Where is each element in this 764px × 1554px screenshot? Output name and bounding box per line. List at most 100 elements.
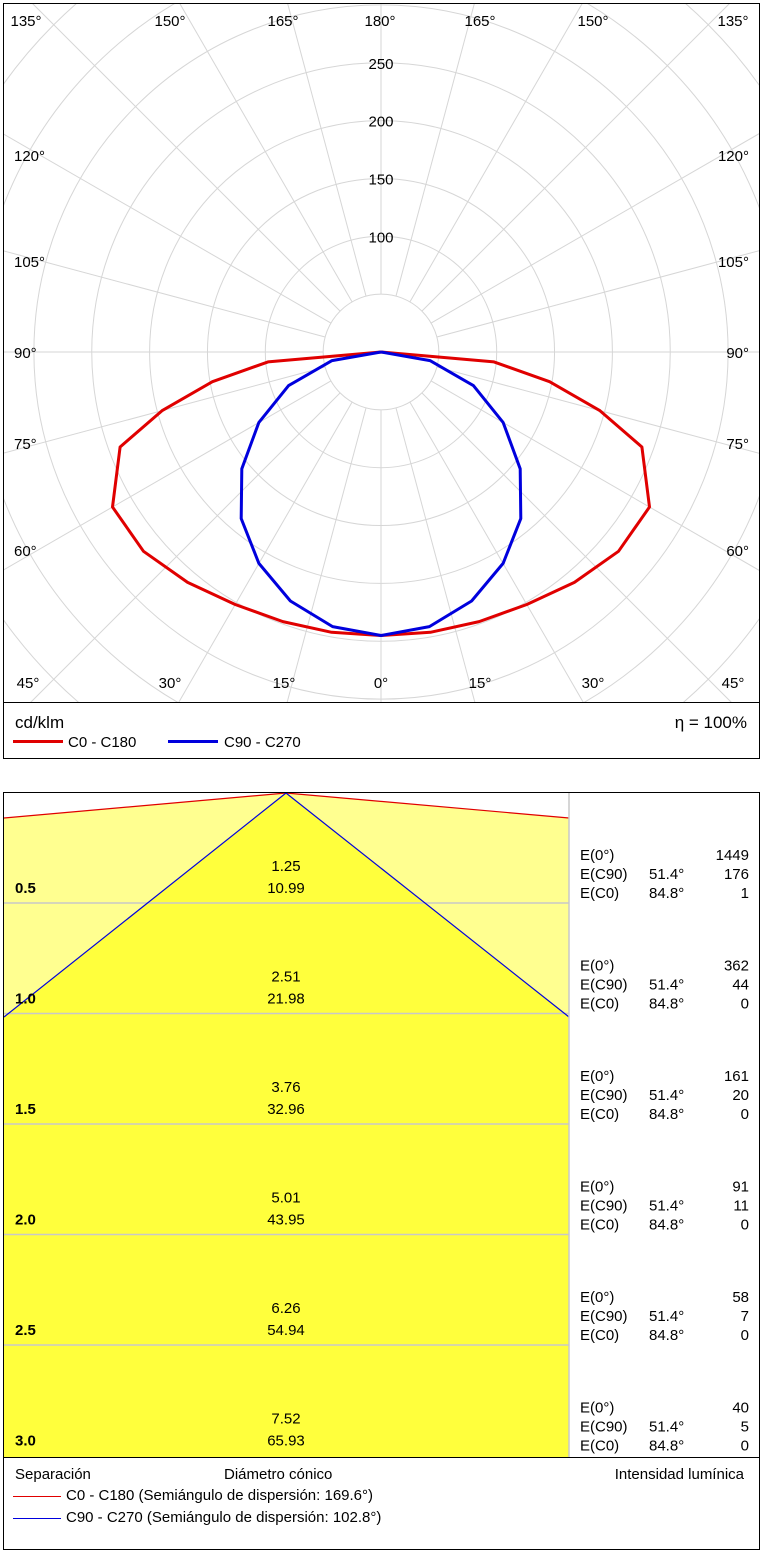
angle-label-left: 120° [14, 148, 45, 165]
angle-label-right: 120° [718, 148, 749, 165]
ec90-label: E(C90) [580, 1198, 628, 1215]
intensity-header: Intensidad lumínica [614, 1466, 744, 1483]
row-diameter-c90: 5.01 [271, 1190, 300, 1207]
ec0-angle: 84.8° [649, 1327, 684, 1344]
grid-spoke [4, 250, 326, 338]
e0-value: 362 [724, 958, 749, 975]
grid-spoke [430, 380, 759, 571]
ec0-value: 1 [741, 885, 749, 902]
ec90-label: E(C90) [580, 1419, 628, 1436]
e0-label: E(0°) [580, 1400, 614, 1417]
e0-label: E(0°) [580, 1289, 614, 1306]
angle-label-left: 60° [14, 543, 37, 560]
row-diameter-c90: 1.25 [271, 858, 300, 875]
blue-cone-edge-left [4, 793, 287, 1018]
angle-label-top: 165° [267, 13, 298, 30]
cone-diagram: 0.5 1.25 10.99 E(0°) 1449 E(C90) 51.4° 176 E(C0)… [4, 793, 759, 1457]
ec90-label: E(C90) [580, 866, 628, 883]
series-curve-c90-c270 [239, 350, 523, 637]
angle-label-left: 105° [14, 254, 45, 271]
ec0-angle: 84.8° [649, 1106, 684, 1123]
row-diameter-c0: 10.99 [267, 880, 305, 897]
grid-spoke [421, 4, 730, 312]
row-height-label: 0.5 [15, 880, 36, 897]
ec0-angle: 84.8° [649, 885, 684, 902]
ec0-angle: 84.8° [649, 996, 684, 1013]
ec0-label: E(C0) [580, 1106, 619, 1123]
legend-label-c90: C90 - C270 [224, 734, 301, 751]
angle-label-bottom: 30° [159, 675, 182, 692]
ec90-angle: 51.4° [649, 1198, 684, 1215]
narrow-cone-fill [4, 793, 569, 1457]
e0-value: 1449 [716, 847, 749, 864]
row-diameter-c0: 21.98 [267, 991, 305, 1008]
angle-label-left: 75° [14, 436, 37, 453]
grid-spoke [395, 4, 475, 297]
red-cone-edge-right [285, 793, 570, 819]
angle-label-bottom: 45° [722, 675, 745, 692]
row-diameter-c90: 2.51 [271, 969, 300, 986]
row-diameter-c0: 43.95 [267, 1212, 305, 1229]
grid-spoke [395, 407, 476, 702]
row-diameter-c90: 6.26 [271, 1300, 300, 1317]
ec90-value: 5 [741, 1419, 749, 1436]
row-diameter-c90: 3.76 [271, 1079, 300, 1096]
grid-spoke [32, 4, 341, 312]
grid-spoke [436, 366, 759, 454]
row-height-label: 1.5 [15, 1101, 36, 1118]
e0-label: E(0°) [580, 1179, 614, 1196]
radial-tick-label: 100 [368, 229, 393, 246]
polar-diagram-panel: 100 150 200 250 135° 150° 165° 180° 165° 150° 135°… [3, 3, 760, 759]
grid-spoke [178, 401, 353, 702]
row-height-label: 1.0 [15, 991, 36, 1008]
grid-spoke [4, 380, 332, 571]
grid-spoke [409, 4, 583, 303]
grid-spoke [4, 133, 332, 324]
angle-label-top: 165° [464, 13, 495, 30]
intensity-column [569, 793, 759, 1457]
angle-label-bottom: 15° [273, 675, 296, 692]
angle-label-bottom: 30° [582, 675, 605, 692]
ec90-angle: 51.4° [649, 866, 684, 883]
ec0-value: 0 [741, 1106, 749, 1123]
ec90-angle: 51.4° [649, 1419, 684, 1436]
angle-label-bottom: 0° [374, 675, 388, 692]
ec90-value: 44 [732, 977, 749, 994]
ec0-label: E(C0) [580, 1327, 619, 1344]
ec0-value: 0 [741, 1327, 749, 1344]
red-cone-edge-left [4, 793, 287, 819]
e0-value: 91 [732, 1179, 749, 1196]
row-diameter-c0: 32.96 [267, 1101, 305, 1118]
polar-legend: cd/klm η = 100% C0 - C180 C90 - C270 [4, 702, 759, 759]
ec0-value: 0 [741, 1438, 749, 1455]
efficiency-label: η = 100% [674, 713, 747, 732]
angle-label-right: 105° [718, 254, 749, 271]
ec0-label: E(C0) [580, 1217, 619, 1234]
legend-label-c0: C0 - C180 [68, 734, 137, 751]
row-diameter-c0: 65.93 [267, 1433, 305, 1450]
row-diameter-c90: 7.52 [271, 1411, 300, 1428]
row-height-label: 3.0 [15, 1433, 36, 1450]
cone-diagram-panel: 0.5 1.25 10.99 E(0°) 1449 E(C90) 51.4° 176 E(C0)… [3, 792, 760, 1550]
legend-text-c90: C90 - C270 (Semiángulo de dispersión: 10… [66, 1509, 382, 1526]
ec90-label: E(C90) [580, 1087, 628, 1104]
angle-label-top: 135° [10, 13, 41, 30]
angle-label-top: 180° [364, 13, 395, 30]
legend-text-c0: C0 - C180 (Semiángulo de dispersión: 169… [66, 1487, 374, 1504]
ec90-label: E(C90) [580, 1308, 628, 1325]
unit-label: cd/klm [15, 713, 65, 732]
ec0-value: 0 [741, 1217, 749, 1234]
e0-label: E(0°) [580, 958, 614, 975]
row-height-label: 2.5 [15, 1322, 36, 1339]
grid-spoke [430, 133, 759, 324]
ec0-label: E(C0) [580, 1438, 619, 1455]
polar-diagram: 100 150 200 250 135° 150° 165° 180° 165° 150° 135°… [4, 4, 759, 702]
grid-spoke [286, 407, 367, 702]
ec0-angle: 84.8° [649, 1217, 684, 1234]
ec90-angle: 51.4° [649, 1308, 684, 1325]
ec90-value: 176 [724, 866, 749, 883]
grid-spoke [436, 250, 759, 338]
ec90-angle: 51.4° [649, 977, 684, 994]
angle-label-right: 75° [726, 436, 749, 453]
grid-spoke [179, 4, 353, 303]
